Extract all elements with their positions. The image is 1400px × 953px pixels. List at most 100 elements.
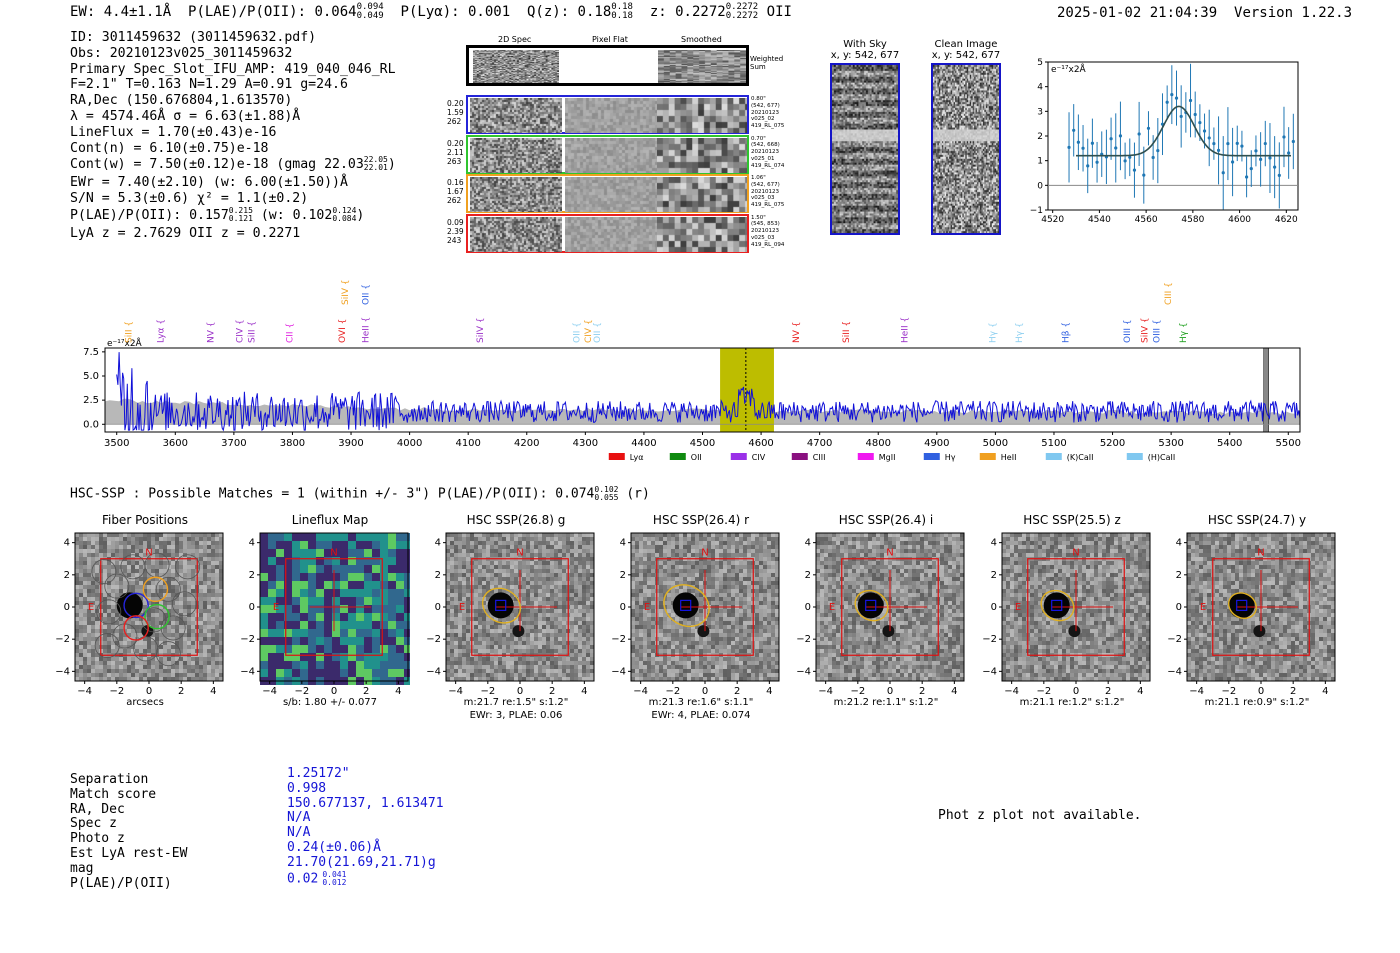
hsc-pixel bbox=[478, 677, 482, 681]
hsc-pixel bbox=[95, 649, 99, 653]
hsc-pixel bbox=[727, 597, 731, 601]
hsc-pixel bbox=[566, 665, 570, 669]
hsc-pixel bbox=[171, 629, 175, 633]
hsc-pixel bbox=[300, 653, 308, 661]
hsc-pixel bbox=[175, 541, 179, 545]
cutout-row-meta: (542, 668) bbox=[751, 142, 780, 149]
hsc-pixel bbox=[514, 669, 518, 673]
hsc-pixel bbox=[203, 605, 207, 609]
hsc-pixel bbox=[542, 577, 546, 581]
hsc-pixel bbox=[747, 549, 751, 553]
hsc-pixel bbox=[446, 577, 450, 581]
hsc-pixel bbox=[446, 557, 450, 561]
hsc-pixel bbox=[711, 645, 715, 649]
hsc-pixel bbox=[388, 653, 396, 661]
hsc-pixel bbox=[651, 609, 655, 613]
hsc-pixel bbox=[639, 565, 643, 569]
hsc-pixel bbox=[755, 669, 759, 673]
hsc-pixel bbox=[590, 553, 594, 557]
hsc-pixel bbox=[490, 649, 494, 653]
hsc-pixel bbox=[775, 649, 779, 653]
hsc-pixel bbox=[675, 581, 679, 585]
hsc-pixel bbox=[775, 545, 779, 549]
hsc-pixel bbox=[675, 657, 679, 661]
hsc-pixel bbox=[187, 601, 191, 605]
hsc-pixel bbox=[727, 629, 731, 633]
hsc-pixel bbox=[462, 589, 466, 593]
hsc-pixel bbox=[308, 605, 316, 613]
hsc-pixel bbox=[643, 617, 647, 621]
hsc-pixel bbox=[635, 653, 639, 657]
hsc-pixel bbox=[356, 597, 364, 605]
fiber-circle bbox=[175, 554, 201, 580]
hsc-pixel bbox=[506, 617, 510, 621]
hsc-pixel bbox=[478, 585, 482, 589]
hsc-pixel bbox=[739, 641, 743, 645]
hsc-pixel bbox=[75, 589, 79, 593]
hsc-pixel bbox=[735, 633, 739, 637]
hsc-pixel bbox=[458, 561, 462, 565]
hsc-pixel bbox=[562, 637, 566, 641]
fiber-circle bbox=[133, 636, 159, 662]
hsc-pixel bbox=[191, 553, 195, 557]
hsc-pixel bbox=[578, 553, 582, 557]
hsc-pixel bbox=[260, 541, 268, 549]
hsc-pixel bbox=[147, 561, 151, 565]
hsc-pixel bbox=[566, 661, 570, 665]
hsc-pixel bbox=[554, 641, 558, 645]
hsc-pixel bbox=[490, 645, 494, 649]
hsc-pixel bbox=[95, 677, 99, 681]
hsc-pixel bbox=[635, 657, 639, 661]
clean-image-title: Clean Image bbox=[934, 39, 998, 50]
hsc-source-blob bbox=[672, 592, 699, 619]
hsc-pixel bbox=[151, 605, 155, 609]
hsc-pixel bbox=[203, 537, 207, 541]
fiber-highlight-circle bbox=[144, 603, 170, 630]
hsc-pixel bbox=[554, 561, 558, 565]
hsc-pixel bbox=[107, 629, 111, 633]
hsc-pixel bbox=[586, 641, 590, 645]
spectrum-legend-swatch bbox=[791, 453, 808, 460]
hsc-pixel bbox=[482, 533, 486, 537]
hsc-pixel bbox=[530, 589, 534, 593]
header-z-range: 0.2272 0.2272 bbox=[726, 3, 759, 21]
hsc-pixel bbox=[542, 537, 546, 541]
hsc-pixel bbox=[663, 549, 667, 553]
info-primary: Primary Spec_Slot_IFU_AMP: 419_040_046_R… bbox=[70, 61, 396, 77]
hsc-pixel bbox=[332, 597, 340, 605]
hsc-pixel bbox=[147, 573, 151, 577]
hsc-pixel bbox=[211, 633, 215, 637]
hsc-pixel bbox=[711, 585, 715, 589]
cutout-row-stat: 262 bbox=[447, 196, 462, 205]
hsc-pixel bbox=[538, 661, 542, 665]
hsc-pixel bbox=[647, 561, 651, 565]
hsc-pixel bbox=[582, 581, 586, 585]
hsc-pixel bbox=[719, 533, 723, 537]
hsc-pixel bbox=[558, 533, 562, 537]
hsc-pixel bbox=[466, 633, 470, 637]
hsc-pixel bbox=[586, 609, 590, 613]
hsc-pixel bbox=[79, 649, 83, 653]
hsc-pixel bbox=[446, 637, 450, 641]
hsc-pixel bbox=[111, 545, 115, 549]
hsc-pixel bbox=[446, 597, 450, 601]
hsc-pixel bbox=[739, 637, 743, 641]
hsc-pixel bbox=[683, 677, 687, 681]
hsc-pixel bbox=[107, 617, 111, 621]
hsc-pixel bbox=[510, 645, 514, 649]
hsc-pixel bbox=[502, 641, 506, 645]
hsc-pixel bbox=[494, 561, 498, 565]
hsc-pixel bbox=[284, 565, 292, 573]
hsc-pixel bbox=[554, 677, 558, 681]
hsc-pixel bbox=[558, 637, 562, 641]
hsc-pixel bbox=[372, 629, 380, 637]
hsc-pixel bbox=[639, 589, 643, 593]
hsc-pixel bbox=[663, 573, 667, 577]
hsc-pixel bbox=[735, 569, 739, 573]
hsc-pixel bbox=[494, 617, 498, 621]
hsc-pixel bbox=[396, 637, 404, 645]
spectrum-line-label: SiII { bbox=[247, 321, 257, 343]
hsc-pixel bbox=[510, 573, 514, 577]
hsc-pixel bbox=[268, 661, 276, 669]
hsc-pixel bbox=[578, 677, 582, 681]
